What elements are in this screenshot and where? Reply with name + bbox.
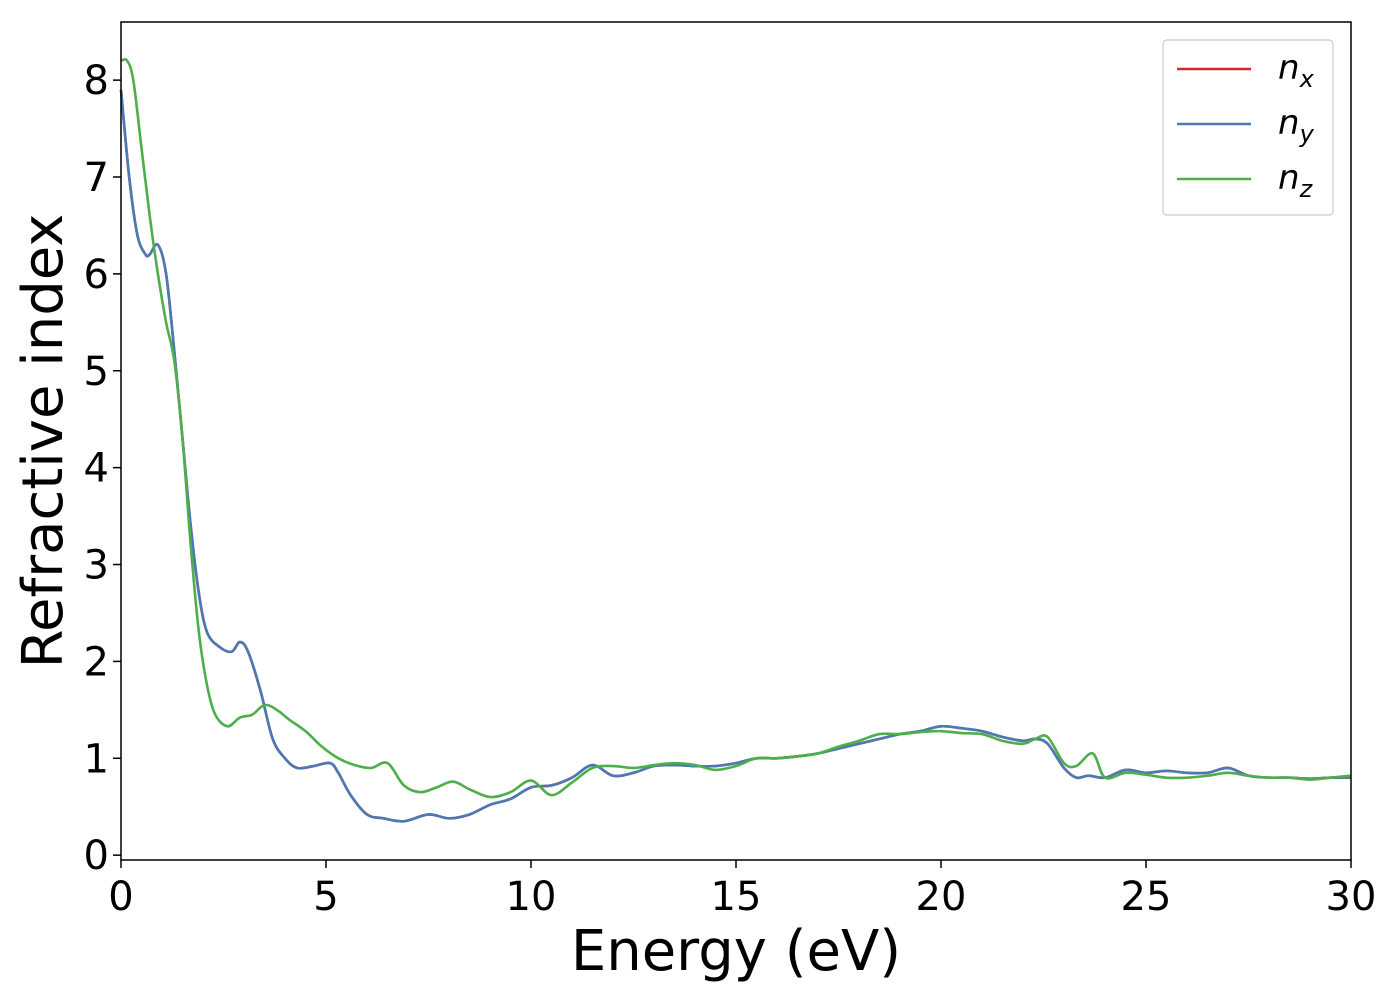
series-line-ny bbox=[119, 89, 1352, 823]
y-axis-ticks: 0 1 2 3 4 5 6 7 8 bbox=[84, 58, 121, 879]
series-line-nz bbox=[120, 58, 1352, 799]
legend-label-base: n bbox=[1278, 103, 1300, 143]
y-axis-title: Refractive index bbox=[11, 214, 76, 669]
y-tick-label: 6 bbox=[84, 252, 109, 298]
x-tick-label: 25 bbox=[1121, 874, 1172, 920]
legend-label-ny: ny bbox=[1278, 103, 1315, 148]
x-tick-label: 5 bbox=[313, 874, 338, 920]
legend-label-subscript: y bbox=[1299, 120, 1315, 148]
y-tick-label: 0 bbox=[84, 833, 109, 879]
y-tick-label: 4 bbox=[84, 446, 109, 492]
x-tick-label: 15 bbox=[711, 874, 762, 920]
x-axis-title: Energy (eV) bbox=[571, 919, 901, 984]
y-tick-label: 7 bbox=[84, 155, 109, 201]
legend-label-base: n bbox=[1278, 48, 1300, 88]
y-tick-label: 2 bbox=[84, 639, 109, 685]
legend-label-subscript: z bbox=[1299, 175, 1314, 203]
y-tick-label: 5 bbox=[84, 349, 109, 395]
x-tick-label: 0 bbox=[108, 874, 133, 920]
legend-label-base: n bbox=[1278, 158, 1300, 198]
x-axis-ticks: 0 5 10 15 20 25 30 bbox=[108, 860, 1376, 920]
legend-label-subscript: x bbox=[1299, 65, 1315, 93]
legend-label-nz: nz bbox=[1278, 158, 1314, 203]
legend-label-nx: nx bbox=[1278, 48, 1315, 93]
y-tick-label: 1 bbox=[84, 736, 109, 782]
plot-series bbox=[119, 58, 1352, 823]
legend-box bbox=[1162, 39, 1334, 216]
y-tick-label: 8 bbox=[84, 58, 109, 104]
x-tick-label: 30 bbox=[1326, 874, 1377, 920]
x-tick-label: 10 bbox=[506, 874, 557, 920]
y-tick-label: 3 bbox=[84, 543, 109, 589]
x-tick-label: 20 bbox=[916, 874, 967, 920]
